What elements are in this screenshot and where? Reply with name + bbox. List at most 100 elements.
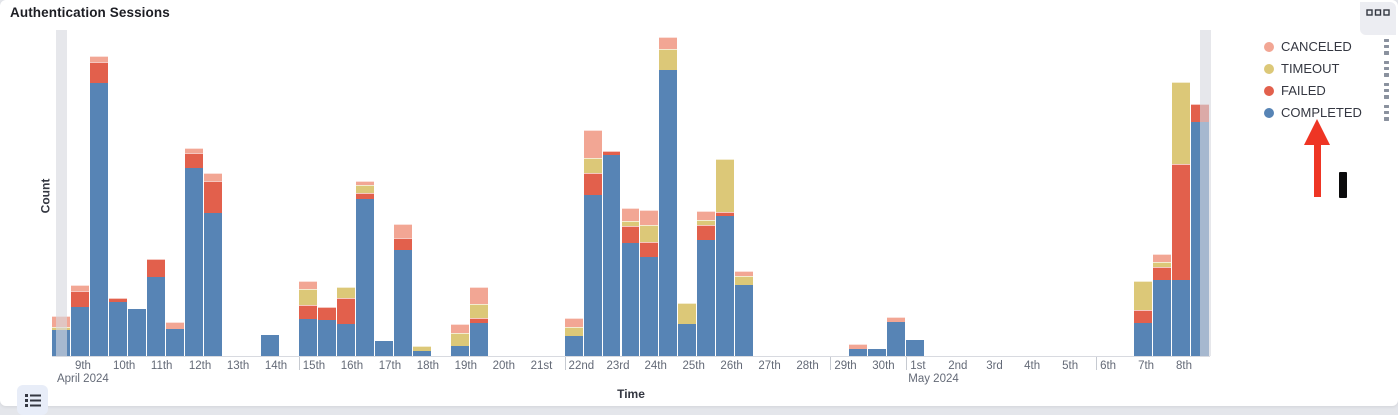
x-tick-label: 20th	[492, 360, 515, 372]
segment-failed	[108, 297, 127, 302]
segment-timeout	[735, 275, 754, 285]
x-tick-label: 8th	[1176, 360, 1193, 372]
bar-apr-10-am[interactable]	[108, 297, 127, 356]
legend-actions-icon[interactable]	[1384, 82, 1394, 99]
segment-canceled	[298, 280, 317, 289]
x-tick-label: 19th	[454, 360, 478, 372]
bar-apr-11-am[interactable]	[146, 259, 165, 356]
legend-actions-icon[interactable]	[1384, 60, 1394, 77]
bar-apr-22-am[interactable]	[564, 318, 583, 356]
bar-apr-25-am[interactable]	[678, 302, 697, 356]
segment-canceled	[697, 210, 716, 220]
segment-canceled	[89, 55, 108, 62]
legend-item-failed[interactable]: FAILED	[1258, 80, 1398, 101]
x-tick-label: 11th	[150, 360, 173, 372]
segment-failed	[1191, 104, 1209, 122]
x-tick-label: 25th	[682, 360, 705, 372]
segment-failed	[469, 318, 488, 324]
segment-timeout	[659, 48, 678, 70]
segment-failed	[583, 173, 602, 195]
segment-failed	[146, 259, 165, 277]
legend-item-completed[interactable]: COMPLETED	[1258, 102, 1398, 123]
x-tick-label: 18th	[416, 360, 440, 372]
legend-color-dot	[1264, 41, 1274, 52]
bar-apr-19-pm[interactable]	[469, 286, 488, 356]
segment-canceled	[887, 317, 906, 323]
bar-may-1-am[interactable]	[906, 340, 925, 356]
segment-completed	[1191, 121, 1209, 356]
bar-apr-23-am[interactable]	[602, 150, 621, 356]
bar-apr-23-pm[interactable]	[621, 207, 640, 356]
bar-apr-10-pm[interactable]	[127, 308, 146, 356]
segment-failed	[203, 181, 222, 213]
segment-canceled	[659, 36, 678, 49]
bar-may-7-am[interactable]	[1134, 280, 1153, 356]
segment-completed	[89, 83, 108, 356]
segment-completed	[906, 340, 925, 356]
legend-actions-icon[interactable]	[1384, 38, 1394, 55]
x-tick-line	[564, 357, 566, 370]
bar-apr-15-pm[interactable]	[317, 306, 336, 356]
annotation-cursor-bar	[1339, 172, 1347, 198]
bar-may-7-pm[interactable]	[1153, 254, 1172, 356]
bar-apr-22-pm[interactable]	[583, 129, 602, 356]
partial-bucket-band	[56, 30, 67, 356]
legend-actions-icon[interactable]	[1384, 104, 1394, 121]
bar-may-8-pm[interactable]	[1191, 104, 1209, 356]
bar-apr-17-pm[interactable]	[393, 223, 412, 356]
segment-failed	[602, 150, 621, 156]
x-tick-label: 17th	[378, 360, 402, 372]
legend-item-canceled[interactable]: CANCELED	[1258, 36, 1398, 57]
segment-completed	[849, 349, 868, 356]
bar-apr-9-am[interactable]	[70, 284, 89, 356]
legend-item-timeout[interactable]: TIMEOUT	[1258, 58, 1398, 79]
legend-toggle-button[interactable]	[17, 385, 48, 415]
list-icon	[24, 394, 41, 407]
segment-failed	[184, 152, 203, 169]
segment-completed	[165, 329, 184, 356]
x-tick-line	[906, 357, 908, 370]
segment-failed	[621, 225, 640, 244]
bar-apr-16-am[interactable]	[336, 286, 355, 356]
x-tick-label: 13th	[226, 360, 250, 372]
bar-apr-16-pm[interactable]	[355, 181, 374, 356]
bar-apr-12-pm[interactable]	[203, 173, 222, 356]
bar-apr-24-pm[interactable]	[659, 36, 678, 356]
segment-timeout	[450, 333, 469, 347]
bar-apr-29-pm[interactable]	[849, 344, 868, 356]
bar-apr-24-am[interactable]	[640, 209, 659, 356]
bar-apr-12-am[interactable]	[184, 147, 203, 356]
panel-options-button[interactable]	[1360, 2, 1396, 35]
segment-completed	[298, 319, 317, 356]
x-month-label: April 2024	[56, 373, 109, 385]
segment-completed	[697, 240, 716, 356]
bar-apr-30-am[interactable]	[868, 349, 887, 356]
bar-apr-9-pm[interactable]	[89, 55, 108, 356]
segment-canceled	[393, 223, 412, 239]
bar-apr-26-pm[interactable]	[735, 271, 754, 356]
segment-timeout	[716, 159, 735, 212]
bar-apr-18-am[interactable]	[412, 346, 431, 356]
bar-apr-17-am[interactable]	[374, 341, 393, 356]
segment-completed	[678, 324, 697, 356]
segment-completed	[355, 198, 374, 356]
x-tick-label: 10th	[112, 360, 136, 372]
legend-label: COMPLETED	[1281, 105, 1362, 120]
bar-apr-15-am[interactable]	[298, 280, 317, 356]
x-tick-label: 2nd	[948, 360, 968, 372]
segment-completed	[887, 322, 906, 356]
segment-canceled	[469, 286, 488, 304]
legend-label: CANCELED	[1281, 39, 1352, 54]
bar-apr-8-pm[interactable]	[52, 315, 70, 356]
annotation-arrow-head	[1304, 119, 1330, 145]
segment-completed	[1153, 279, 1172, 356]
bar-apr-30-pm[interactable]	[887, 317, 906, 356]
x-tick-line	[298, 357, 300, 370]
bar-may-8-am[interactable]	[1172, 82, 1190, 356]
bar-apr-26-am[interactable]	[716, 159, 735, 356]
plot-area: 9th April 2024 10th 11th 12th 13th 14th 15th 16t…	[52, 30, 1212, 385]
bar-apr-25-pm[interactable]	[697, 210, 716, 356]
bar-apr-11-pm[interactable]	[165, 322, 184, 356]
bar-apr-14-am[interactable]	[260, 335, 279, 356]
bar-apr-19-am[interactable]	[450, 324, 469, 356]
